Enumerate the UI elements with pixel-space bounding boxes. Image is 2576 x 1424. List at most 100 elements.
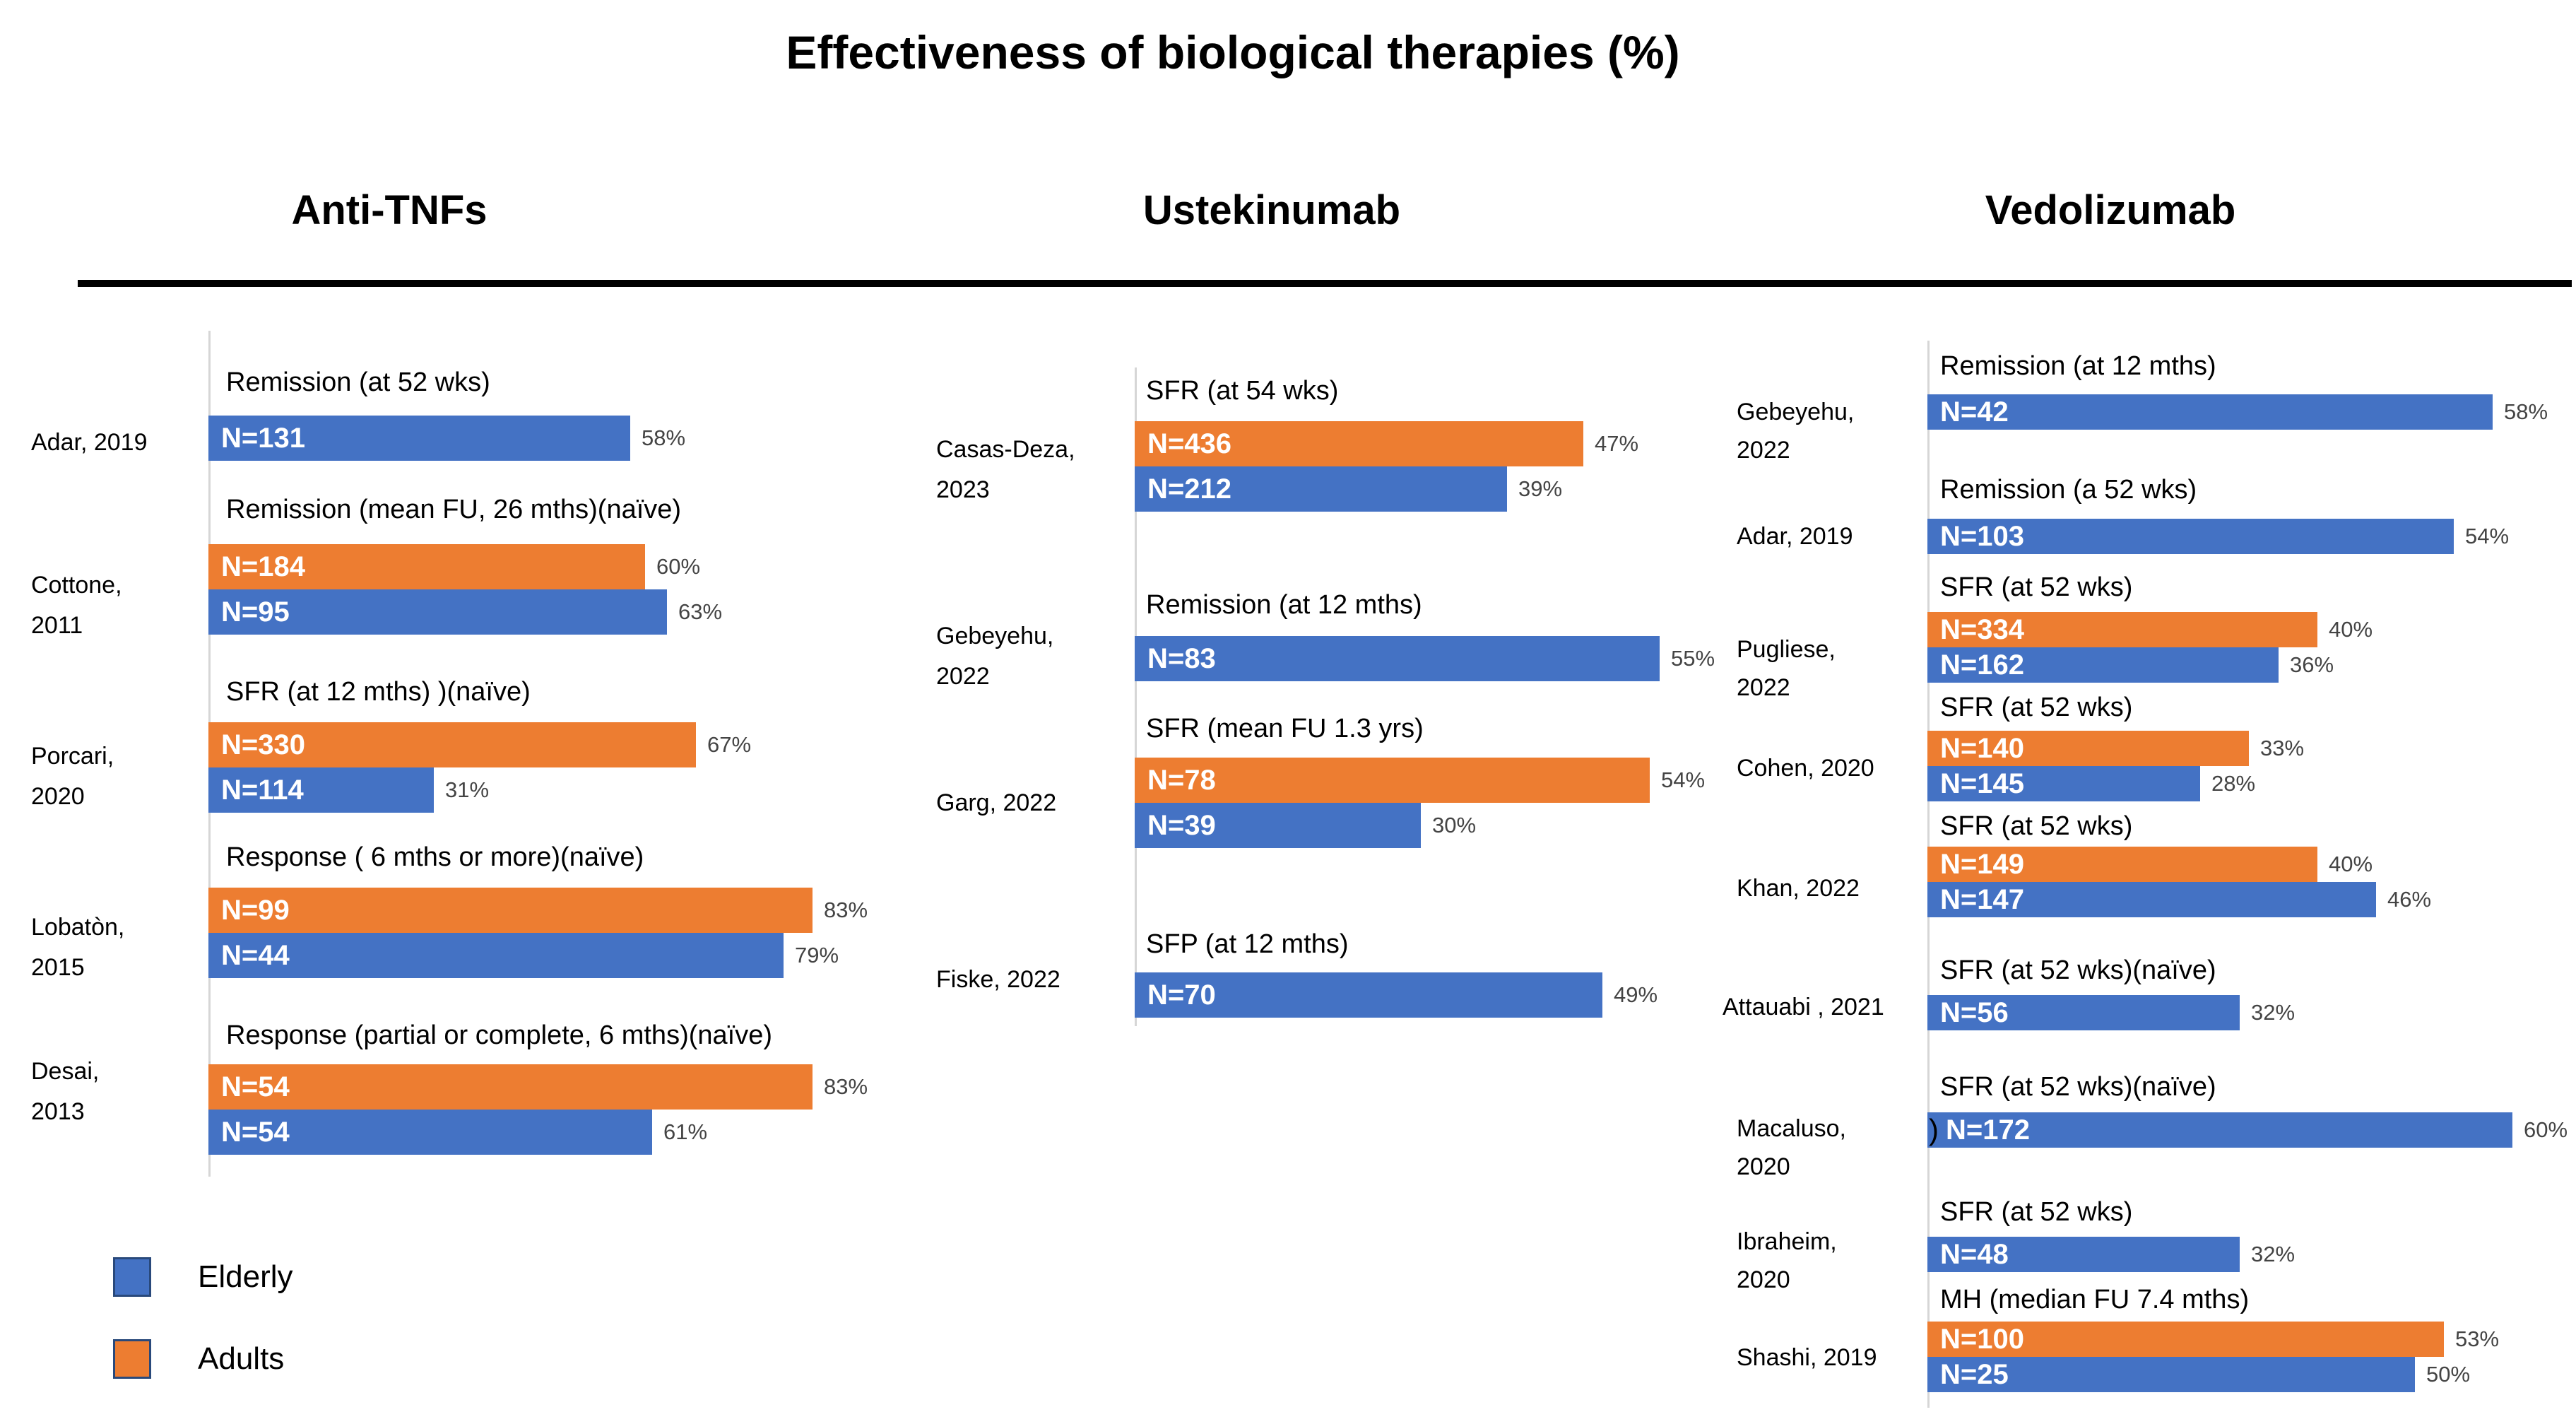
study-label-line: 2022 xyxy=(1737,437,1790,464)
bar-value-label: 58% xyxy=(2504,399,2548,424)
bar-value-label: 30% xyxy=(1432,813,1477,837)
measure-label: SFR (at 54 wks) xyxy=(1146,376,1339,406)
study-label: Gebeyehu, 2022 xyxy=(1737,393,1854,469)
bar-n-label: N=334 xyxy=(1940,613,2024,645)
bar-elderly: N=145 xyxy=(1927,766,2200,801)
bar-value-label: 47% xyxy=(1595,431,1639,456)
study-label-line: Adar, 2019 xyxy=(31,429,148,456)
study-label-line: Adar, 2019 xyxy=(1737,523,1853,550)
bar-elderly: N=44 xyxy=(208,933,784,978)
measure-label: MH (median FU 7.4 mths) xyxy=(1940,1285,2250,1314)
bar-elderly: N=42 xyxy=(1927,394,2493,430)
bar-n-label: N=436 xyxy=(1147,428,1231,459)
panel-header-anti-tnfs: Anti-TNFs xyxy=(291,187,488,233)
measure-label: SFR (mean FU 1.3 yrs) xyxy=(1146,714,1424,743)
bar-value-label: 83% xyxy=(824,1074,868,1099)
bar-value-label: 61% xyxy=(663,1119,708,1144)
bar-elderly: N=114 xyxy=(208,767,434,813)
bar-n-label: N=140 xyxy=(1940,732,2024,764)
study-label-line: Macaluso, xyxy=(1737,1115,1846,1142)
bar-value-label: 50% xyxy=(2426,1362,2471,1387)
bar-n-label: N=95 xyxy=(221,596,290,628)
bar-value-label: 36% xyxy=(2290,652,2334,677)
study-label: Cohen, 2020 xyxy=(1737,749,1874,787)
study-label-line: 2020 xyxy=(31,783,85,810)
study-label-line: Ibraheim, xyxy=(1737,1228,1837,1255)
bar-value-label: 33% xyxy=(2260,736,2305,760)
bar-n-label: N=149 xyxy=(1940,848,2024,880)
study-label-line: 2011 xyxy=(31,612,83,639)
bar-n-label: N=100 xyxy=(1940,1323,2024,1355)
bar-n-label: N=78 xyxy=(1147,764,1216,796)
study-label-line: Cohen, 2020 xyxy=(1737,755,1874,782)
legend-item-elderly: Elderly xyxy=(113,1257,293,1297)
study-label: Adar, 2019 xyxy=(1737,517,1853,555)
bar-value-label: 58% xyxy=(642,425,686,450)
bar-n-label: N=131 xyxy=(221,422,305,454)
study-label: Desai, 2013 xyxy=(31,1052,99,1132)
bar-value-label: 40% xyxy=(2329,852,2373,876)
bar-value-label: 39% xyxy=(1518,476,1563,501)
bar-n-label: N=162 xyxy=(1940,649,2024,681)
legend-swatch-elderly xyxy=(113,1257,151,1297)
study-label-line: Pugliese, xyxy=(1737,636,1836,663)
study-label: Porcari, 2020 xyxy=(31,736,114,817)
study-label-line: 2013 xyxy=(31,1098,85,1125)
bar-n-label: N=70 xyxy=(1147,979,1216,1011)
bar-n-label: N=172 xyxy=(1946,1114,2030,1146)
bar-n-label: N=25 xyxy=(1940,1358,2009,1390)
study-label-line: Desai, xyxy=(31,1058,100,1085)
study-label: Garg, 2022 xyxy=(936,783,1056,823)
study-label: Casas-Deza, 2023 xyxy=(936,430,1075,510)
bar-adults: N=184 xyxy=(208,544,645,589)
study-label: Shashi, 2019 xyxy=(1737,1338,1877,1377)
study-label: Macaluso, 2020 xyxy=(1737,1110,1846,1186)
measure-label: Remission (at 12 mths) xyxy=(1146,590,1422,620)
bar-elderly: N=147 xyxy=(1927,882,2376,917)
study-label-line: Porcari, xyxy=(31,743,114,770)
bar-elderly: N=25 xyxy=(1927,1357,2415,1392)
measure-label: Remission (a 52 wks) xyxy=(1940,475,2197,505)
bar-n-label: N=147 xyxy=(1940,883,2024,915)
bar-value-label: 54% xyxy=(2465,524,2510,548)
study-label-line: Lobatòn, xyxy=(31,914,125,941)
panel-header-vedolizumab: Vedolizumab xyxy=(1985,187,2236,233)
bar-value-label: 79% xyxy=(795,943,839,967)
bar-n-label: N=39 xyxy=(1147,809,1216,841)
bar-adults: N=54 xyxy=(208,1064,813,1110)
study-label: Attauabi , 2021 xyxy=(1723,988,1884,1026)
study-label-line: Garg, 2022 xyxy=(936,789,1057,816)
study-label: Gebeyehu, 2022 xyxy=(936,616,1053,697)
bar-elderly: N=39 xyxy=(1135,803,1421,848)
bar-n-label: N=56 xyxy=(1940,996,2009,1028)
study-label-line: Casas-Deza, xyxy=(936,436,1075,463)
bar-n-label: N=48 xyxy=(1940,1238,2009,1270)
bar-elderly: N=70 xyxy=(1135,972,1602,1018)
bar-n-label: N=99 xyxy=(221,894,290,926)
study-label-line: Gebeyehu, xyxy=(1737,399,1855,425)
study-label-line: 2022 xyxy=(1737,674,1790,701)
panel-axis-line xyxy=(1135,367,1137,1026)
study-label-line: 2015 xyxy=(31,954,85,981)
study-label: Lobatòn, 2015 xyxy=(31,907,124,988)
measure-label: Response (partial or complete, 6 mths)(n… xyxy=(226,1020,772,1050)
bar-n-label: N=44 xyxy=(221,939,290,971)
bar-value-label: 49% xyxy=(1614,982,1658,1007)
bar-value-label: 60% xyxy=(656,554,701,579)
study-label: Fiske, 2022 xyxy=(936,960,1060,1000)
bar-n-label: N=103 xyxy=(1940,520,2024,552)
measure-label: SFR (at 52 wks) xyxy=(1940,693,2133,722)
legend-item-adults: Adults xyxy=(113,1339,284,1379)
bar-value-label: 40% xyxy=(2329,617,2373,642)
measure-label: SFR (at 52 wks) xyxy=(1940,1197,2133,1227)
study-label-line: Gebeyehu, xyxy=(936,623,1054,649)
bar-adults: N=149 xyxy=(1927,847,2317,882)
bar-adults: N=334 xyxy=(1927,612,2317,647)
bar-value-label: 83% xyxy=(824,898,868,922)
measure-label: Remission (mean FU, 26 mths)(naïve) xyxy=(226,495,682,524)
bar-prefix-paren: ) xyxy=(1929,1113,1939,1146)
bar-elderly: N=212 xyxy=(1135,466,1507,512)
bar-n-label: N=212 xyxy=(1147,473,1231,505)
bar-n-label: N=54 xyxy=(221,1116,290,1148)
